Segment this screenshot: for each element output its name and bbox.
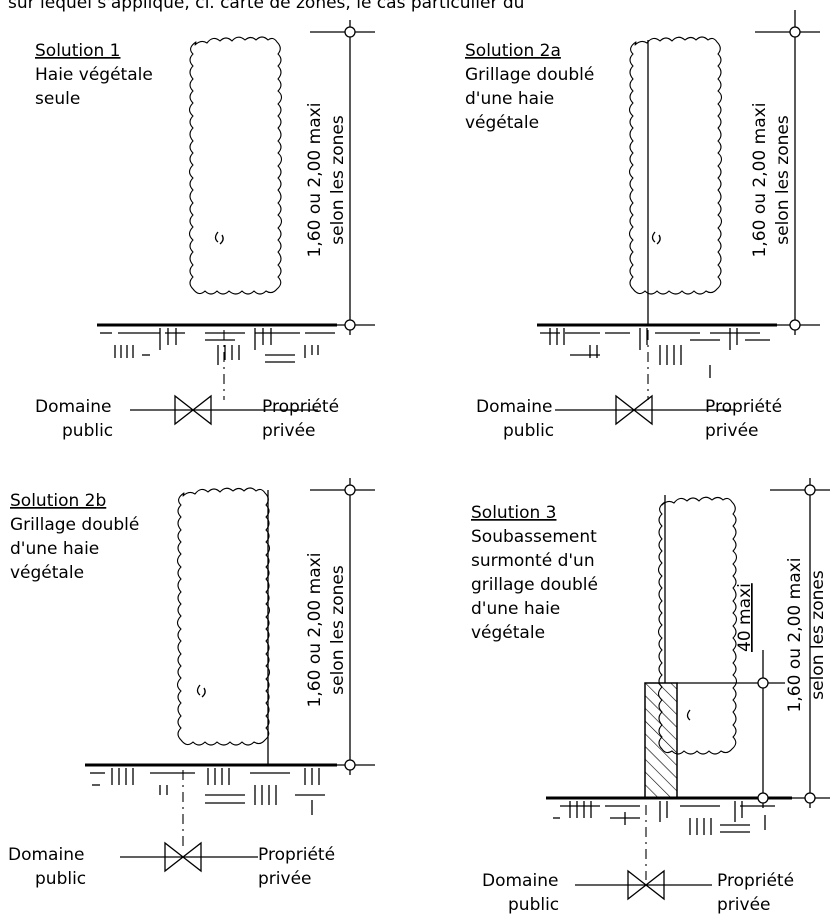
left-label-line: Domaine <box>482 871 558 891</box>
panel-description-line: d'une haie <box>10 539 99 559</box>
panel-description-line: Haie végétale <box>35 65 153 85</box>
ground-hatching <box>553 801 775 835</box>
base-height-label-text: 40 maxi <box>735 583 755 652</box>
height-label-line: selon les zones <box>808 570 828 700</box>
boundary-marker-icon <box>627 869 665 901</box>
ground-hatching <box>90 768 325 815</box>
panel-description-line: surmonté d'un <box>471 551 595 571</box>
right-label-line: Propriété <box>705 397 782 417</box>
dimension-node <box>757 792 769 804</box>
dimension-node <box>344 759 356 771</box>
height-label-line: 1,60 ou 2,00 maxi <box>305 103 325 258</box>
dimension-node <box>804 792 816 804</box>
right-label-line: Propriété <box>717 871 794 891</box>
panel-title: Solution 3 <box>471 503 556 523</box>
header-fragment: sur lequel s'applique, cf. carte de zone… <box>8 0 524 13</box>
height-label-line: 1,60 ou 2,00 maxi <box>785 558 805 713</box>
panel-description-line: végétale <box>471 623 545 643</box>
left-label-line: Domaine <box>476 397 552 417</box>
hedge-detail <box>214 231 224 245</box>
masonry-base <box>644 682 678 799</box>
panel-description-line: végétale <box>10 563 84 583</box>
panel-solution-3: Solution 3 Soubassement surmonté d'un gr… <box>471 478 830 915</box>
panel-solution-2a: Solution 2a Grillage doublé d'une haie v… <box>465 10 820 441</box>
height-label: 1,60 ou 2,00 maxi selon les zones <box>305 553 348 708</box>
hedge-outline <box>628 36 723 295</box>
panel-title: Solution 1 <box>35 41 120 61</box>
hedge-detail <box>651 231 661 245</box>
right-label-line: privée <box>705 421 758 441</box>
panel-description-line: végétale <box>465 113 539 133</box>
height-label-line: 1,60 ou 2,00 maxi <box>750 103 770 258</box>
hedge-outline <box>176 487 271 746</box>
base-height-label: 40 maxi <box>735 583 755 652</box>
dimension-node <box>789 319 801 331</box>
left-label-line: public <box>35 869 86 889</box>
right-label-line: Propriété <box>262 397 339 417</box>
height-label: 1,60 ou 2,00 maxi selon les zones <box>305 103 348 258</box>
height-label: 1,60 ou 2,00 maxi selon les zones <box>750 103 793 258</box>
panel-description-line: d'une haie <box>465 89 554 109</box>
left-label-line: public <box>508 895 559 915</box>
height-label-line: selon les zones <box>328 565 348 695</box>
dimension-node <box>789 26 801 38</box>
boundary-marker-icon <box>174 394 212 426</box>
dimension-node <box>344 484 356 496</box>
hedge-outline <box>657 496 738 755</box>
boundary-marker-icon <box>164 841 202 873</box>
right-label-line: privée <box>262 421 315 441</box>
dimension-node <box>344 319 356 331</box>
dimension-node <box>344 26 356 38</box>
panel-description-line: seule <box>35 89 80 109</box>
hedge-detail <box>196 684 206 698</box>
left-label-line: Domaine <box>35 397 111 417</box>
right-label-line: privée <box>258 869 311 889</box>
hedge-detail <box>686 709 691 721</box>
panel-solution-1: Solution 1 Haie végétale seule Domaine <box>35 20 375 441</box>
height-label-line: selon les zones <box>773 115 793 245</box>
left-label-line: public <box>62 421 113 441</box>
height-label-line: selon les zones <box>328 115 348 245</box>
left-label-line: Domaine <box>8 845 84 865</box>
dimension-node <box>757 677 769 689</box>
panel-description-line: grillage doublé <box>471 575 598 595</box>
dimension-node <box>804 484 816 496</box>
hedge-outline <box>188 36 283 295</box>
right-label-line: Propriété <box>258 845 335 865</box>
right-label-line: privée <box>717 895 770 915</box>
boundary-marker-icon <box>615 394 653 426</box>
left-label-line: public <box>503 421 554 441</box>
panel-title: Solution 2a <box>465 41 561 61</box>
height-label-line: 1,60 ou 2,00 maxi <box>305 553 325 708</box>
panel-description-line: Grillage doublé <box>465 65 594 85</box>
ground-hatching <box>100 328 335 365</box>
panel-description-line: Grillage doublé <box>10 515 139 535</box>
panel-description-line: Soubassement <box>471 527 597 547</box>
panel-title: Solution 2b <box>10 491 106 511</box>
ground-hatching <box>540 328 770 378</box>
height-label: 1,60 ou 2,00 maxi selon les zones <box>785 558 828 713</box>
panel-description-line: d'une haie <box>471 599 560 619</box>
panel-solution-2b: Solution 2b Grillage doublé d'une haie v… <box>8 478 375 889</box>
